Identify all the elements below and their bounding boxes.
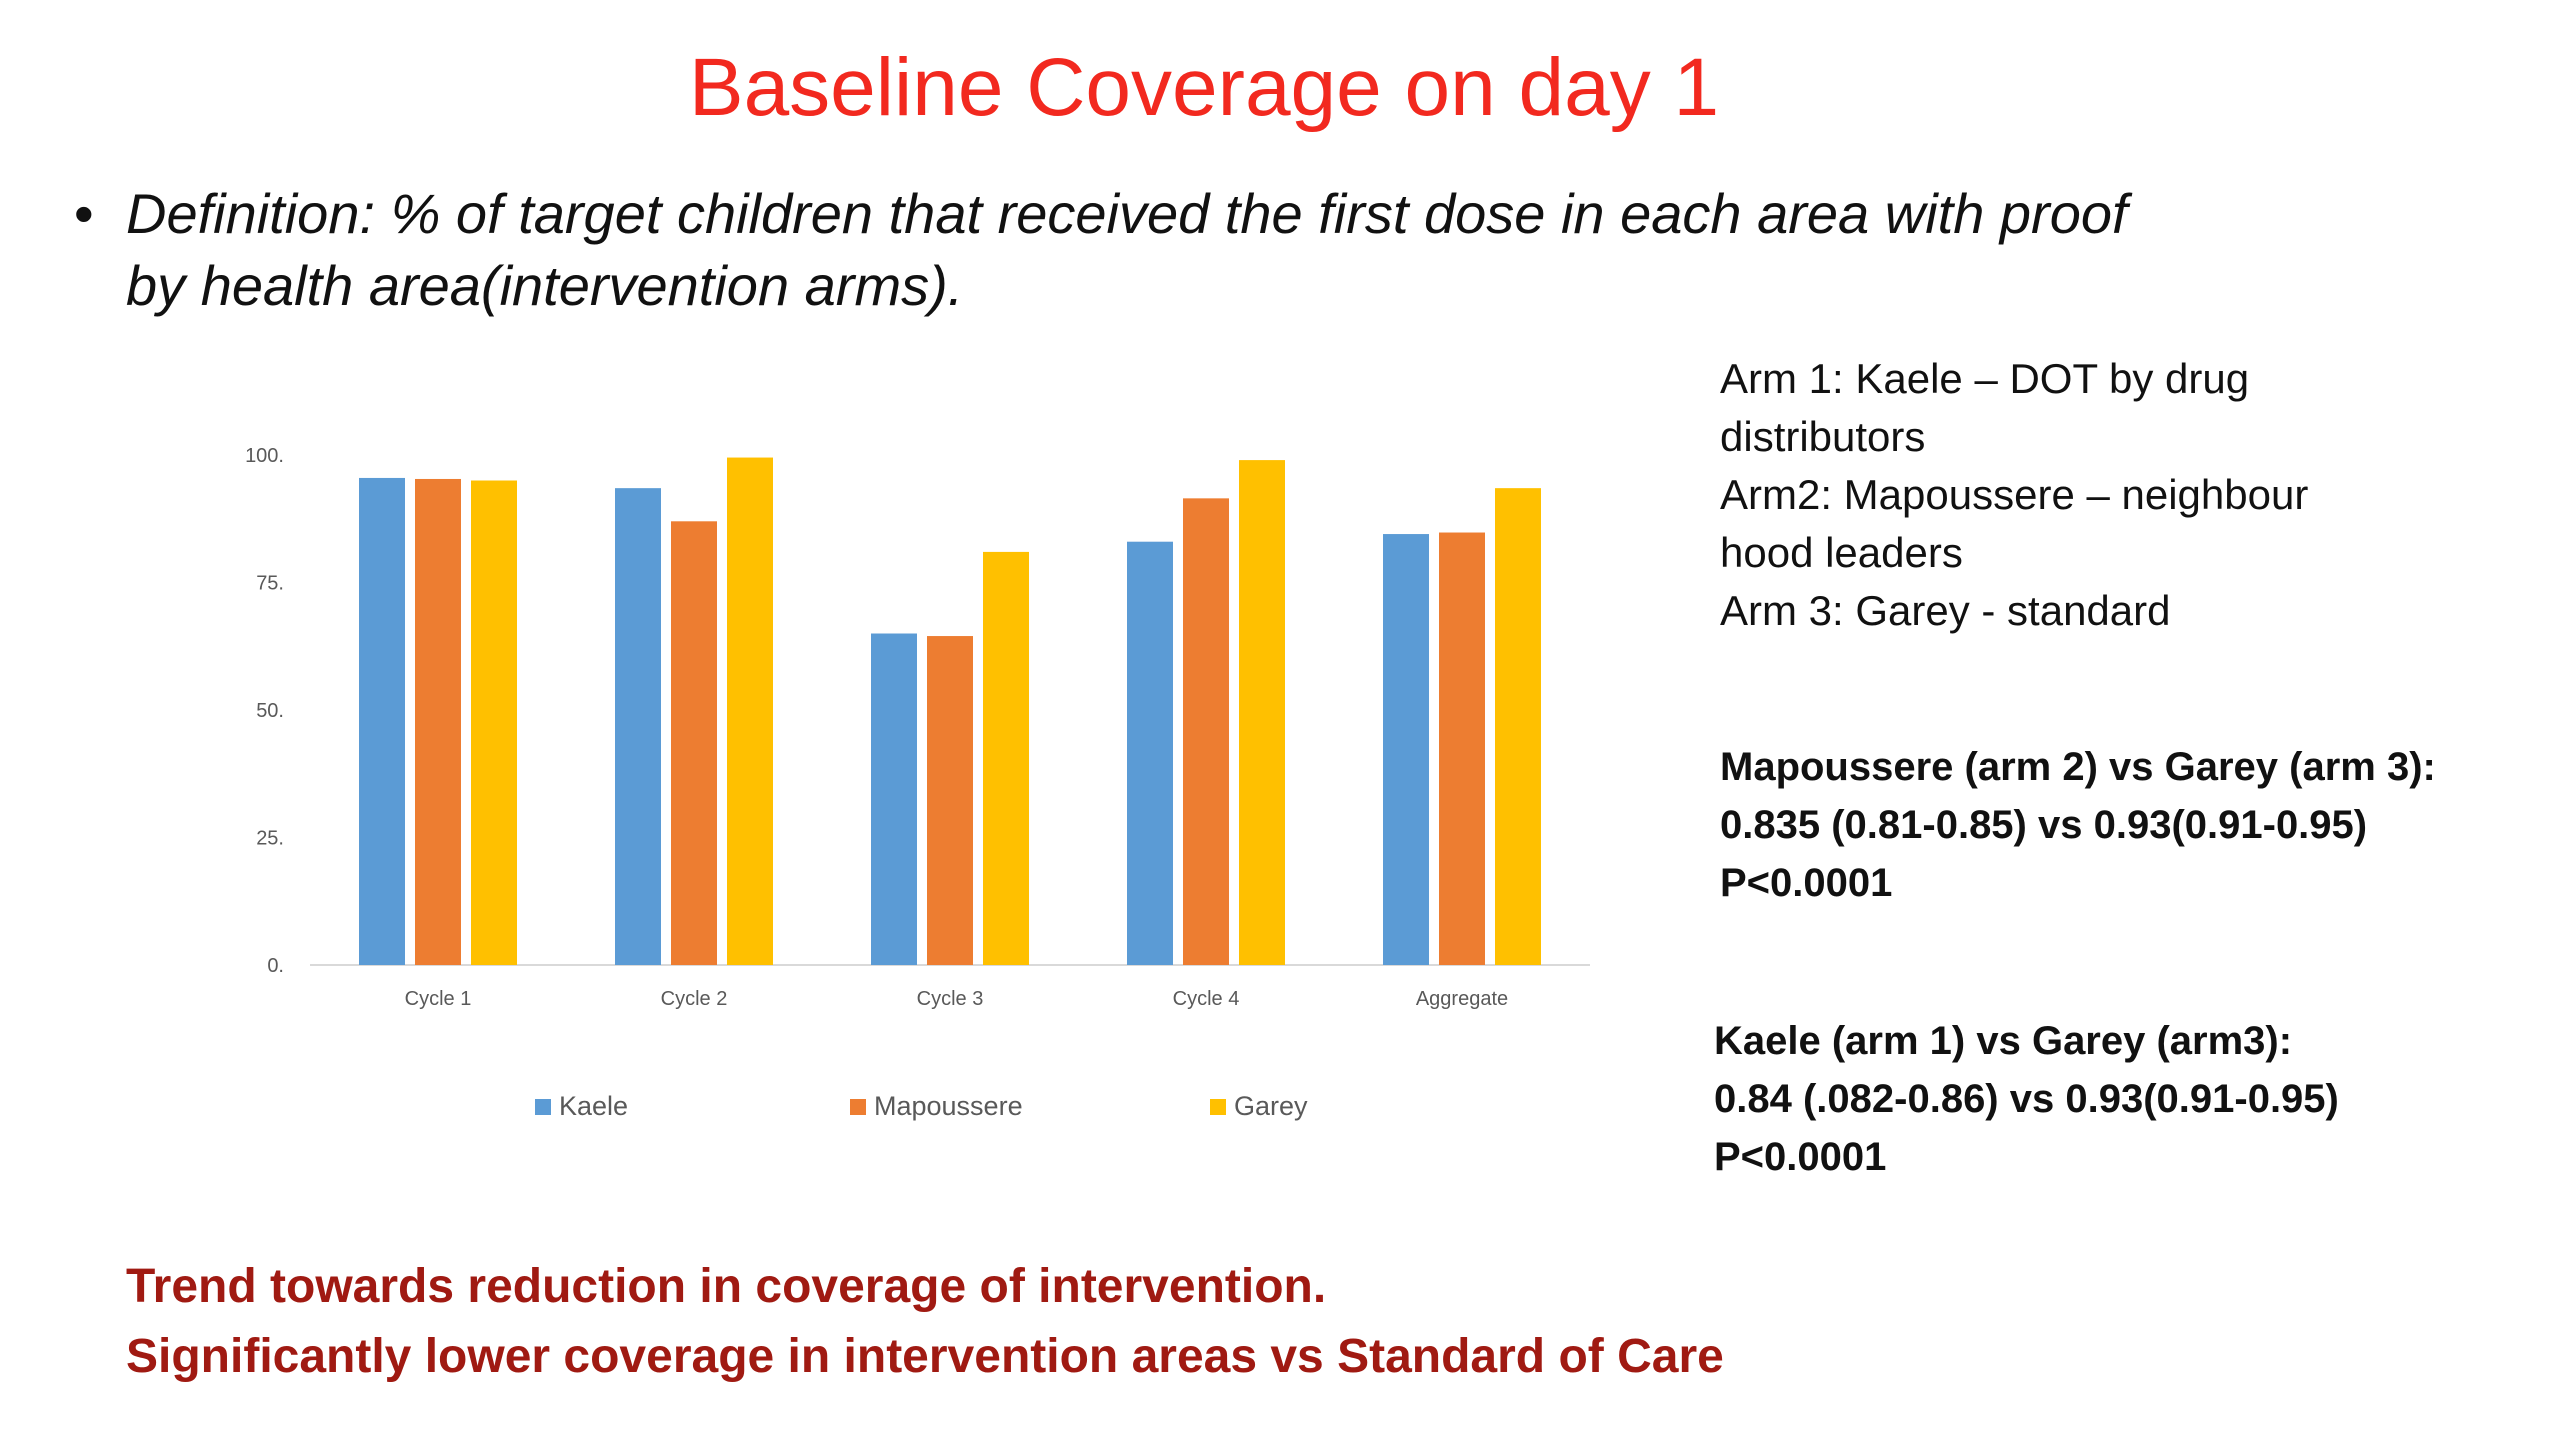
comparison-1-line-3: P<0.0001 (1720, 861, 1893, 905)
x-tick-label: Cycle 4 (1173, 988, 1240, 1010)
x-tick-label: Cycle 2 (661, 988, 728, 1010)
legend-label: Garey (1234, 1091, 1308, 1121)
y-tick-label: 50. (256, 700, 284, 722)
bar (615, 488, 661, 965)
legend-swatch (535, 1099, 551, 1115)
comparison-kaele-garey: Kaele (arm 1) vs Garey (arm3): 0.84 (.08… (1714, 1012, 2534, 1186)
arms-line-1: Arm 1: Kaele – DOT by drug (1720, 355, 2250, 402)
conclusion: Trend towards reduction in coverage of i… (126, 1252, 2426, 1392)
x-tick-label: Cycle 3 (917, 988, 984, 1010)
bar (983, 551, 1029, 965)
arms-line-4: hood leaders (1720, 529, 1963, 576)
legend-swatch (850, 1099, 866, 1115)
bar (1239, 460, 1285, 965)
legend-label: Kaele (559, 1091, 628, 1121)
comparison-1-line-1: Mapoussere (arm 2) vs Garey (arm 3): (1720, 745, 2436, 789)
x-tick-label: Cycle 1 (405, 988, 472, 1010)
bars (359, 457, 1541, 965)
comparison-2-line-2: 0.84 (.082-0.86) vs 0.93(0.91-0.95) (1714, 1077, 2339, 1121)
coverage-chart: 0. 25. 50. 75. 100. Cycle 1 Cycle 2 Cycle 3 Cyc… (200, 400, 1620, 1180)
bar (727, 457, 773, 965)
conclusion-line-2: Significantly lower coverage in interven… (126, 1330, 1724, 1383)
y-tick-label: 25. (256, 828, 284, 850)
comparison-2-line-3: P<0.0001 (1714, 1135, 1887, 1179)
definition-line-1: Definition: % of target children that re… (126, 182, 2128, 245)
bar (471, 480, 517, 965)
bar (1495, 488, 1541, 965)
legend-label: Mapoussere (874, 1091, 1023, 1121)
comparison-mapoussere-garey: Mapoussere (arm 2) vs Garey (arm 3): 0.8… (1720, 738, 2540, 912)
arms-line-3: Arm2: Mapoussere – neighbour (1720, 471, 2309, 518)
bar (1183, 498, 1229, 965)
bar (871, 633, 917, 965)
definition-line-2: by health area(intervention arms). (126, 254, 964, 317)
bullet-marker: • (74, 182, 94, 245)
coverage-bar-chart: 0.25.50.75.100. Cycle 1 Cycle 2 Cycle 3 Cyc… (245, 445, 1590, 1121)
x-tick-label: Aggregate (1416, 988, 1508, 1010)
definition-bullet: • Definition: % of target children that … (74, 178, 2386, 322)
x-axis-ticks: Cycle 1 Cycle 2 Cycle 3 Cycle 4 Aggregate (405, 988, 1509, 1010)
bar (927, 636, 973, 965)
bar (359, 477, 405, 965)
legend: Kaele Mapoussere Garey (535, 1091, 1308, 1121)
y-axis-ticks: 0. 25. 50. 75. 100. (245, 445, 284, 977)
bar (1383, 534, 1429, 965)
slide-title: Baseline Coverage on day 1 (688, 42, 1720, 133)
bar (1439, 532, 1485, 965)
conclusion-line-1: Trend towards reduction in coverage of i… (126, 1260, 1327, 1313)
arms-line-5: Arm 3: Garey - standard (1720, 587, 2171, 634)
arms-line-2: distributors (1720, 413, 1926, 460)
legend-swatch (1210, 1099, 1226, 1115)
y-tick-label: 75. (256, 573, 284, 595)
bar (671, 521, 717, 965)
y-tick-label: 100. (245, 445, 284, 467)
y-tick-label: 0. (267, 955, 284, 977)
bar (1127, 541, 1173, 965)
comparison-2-line-1: Kaele (arm 1) vs Garey (arm3): (1714, 1019, 2293, 1063)
arms-description: Arm 1: Kaele – DOT by drug distributors … (1720, 350, 2500, 640)
bar (415, 478, 461, 965)
comparison-1-line-2: 0.835 (0.81-0.85) vs 0.93(0.91-0.95) (1720, 803, 2368, 847)
